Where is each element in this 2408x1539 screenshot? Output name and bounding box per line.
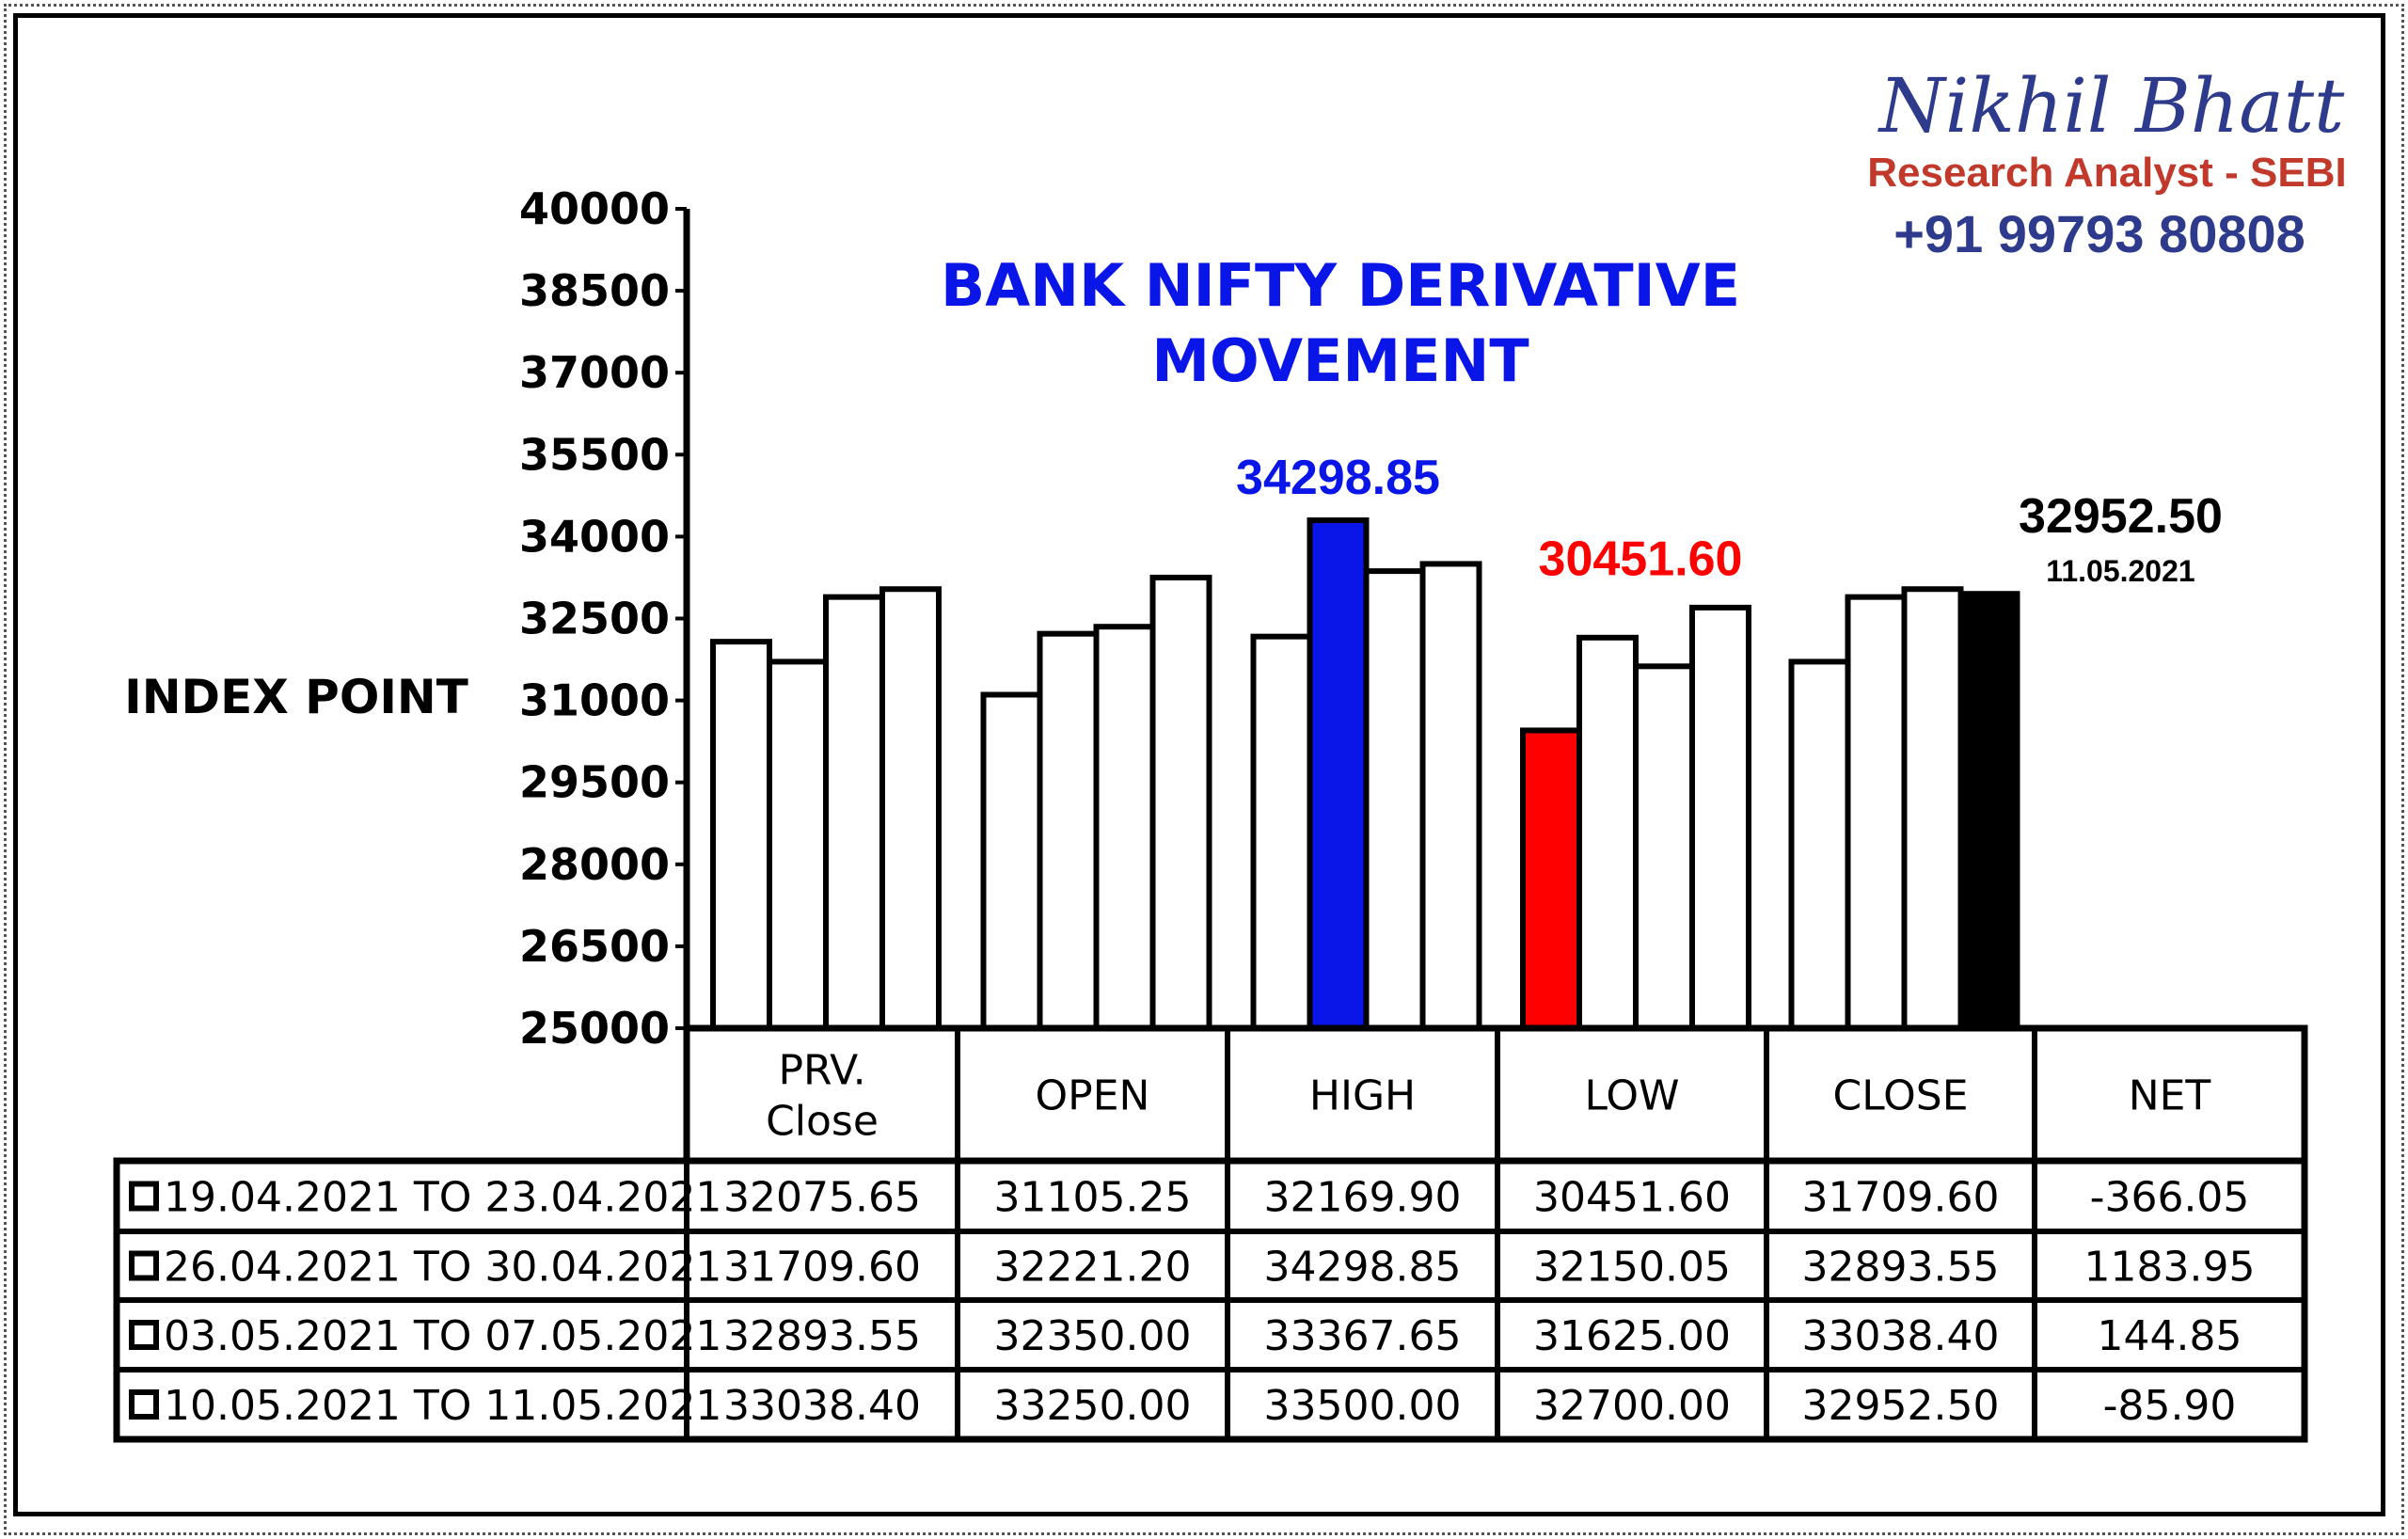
bar — [1419, 561, 1482, 1032]
table-cell: 32169.90 — [1264, 1174, 1462, 1222]
table-header-cell: PRV. — [778, 1047, 865, 1095]
y-axis-label: INDEX POINT — [124, 670, 468, 724]
table-cell: 1183.95 — [2084, 1244, 2256, 1292]
brand-name: Nikhil Bhatt — [1877, 62, 2345, 150]
bar — [1250, 633, 1313, 1031]
data-sublabel: 11.05.2021 — [2046, 554, 2194, 588]
table-cell: 32952.50 — [1802, 1382, 2000, 1430]
brand-phone: +91 99793 80808 — [1893, 204, 2305, 263]
table-row-label: 03.05.2021 TO 07.05.2021 — [164, 1312, 721, 1360]
data-label: 34298.85 — [1236, 451, 1440, 505]
axes — [675, 207, 690, 1030]
y-axis-ticks: 25000 26500 28000 29500 31000 32500 34000 35500… — [519, 183, 670, 1054]
bar — [879, 586, 942, 1031]
table-cell: 32893.55 — [723, 1312, 921, 1360]
y-tick-label: 35500 — [519, 429, 670, 480]
brand-block: Nikhil Bhatt Research Analyst - SEBI +91… — [1867, 62, 2346, 263]
y-tick-label: 29500 — [519, 757, 670, 808]
legend-marker — [129, 1389, 159, 1420]
table-cell: 34298.85 — [1264, 1244, 1462, 1292]
table-header-cell: CLOSE — [1832, 1072, 1968, 1120]
bars — [710, 517, 2020, 1032]
data-label: 32952.50 — [2019, 489, 2223, 544]
chart-title: BANK NIFTY DERIVATIVE MOVEMENT — [941, 251, 1740, 395]
bar — [980, 691, 1043, 1031]
table-header-cell: HIGH — [1309, 1072, 1416, 1120]
table-cell: 32350.00 — [994, 1312, 1192, 1360]
table-row-label: 26.04.2021 TO 30.04.2021 — [164, 1244, 721, 1292]
table-cell: 33500.00 — [1264, 1382, 1462, 1430]
table-cell: -85.90 — [2103, 1382, 2237, 1430]
table-cell: 32150.05 — [1533, 1244, 1731, 1292]
table-header-cell: NET — [2129, 1072, 2211, 1120]
legend-marker — [129, 1250, 159, 1281]
table-cell: 33038.40 — [1802, 1312, 2000, 1360]
y-tick-label: 37000 — [519, 347, 670, 398]
bar — [1788, 658, 1851, 1031]
y-tick-label: 28000 — [519, 839, 670, 890]
table-cell: 31709.60 — [723, 1244, 921, 1292]
y-tick-label: 31000 — [519, 675, 670, 726]
y-tick-label: 26500 — [519, 921, 670, 972]
y-tick-label: 32500 — [519, 594, 670, 644]
y-tick-label: 40000 — [519, 183, 670, 234]
chart-title-line-1: BANK NIFTY DERIVATIVE — [941, 251, 1740, 320]
bar — [1037, 630, 1100, 1031]
data-annotations: 34298.85 30451.60 32952.50 11.05.2021 — [1236, 451, 2223, 588]
table-header-cell: Close — [766, 1098, 879, 1146]
bar — [1576, 634, 1639, 1031]
table-cell: 32893.55 — [1802, 1244, 2000, 1292]
bar — [1845, 594, 1908, 1032]
outer-dotted-border — [4, 4, 2404, 1535]
bar — [1093, 624, 1156, 1032]
table-cell: 33038.40 — [723, 1382, 921, 1430]
bar — [767, 658, 829, 1031]
table-cell: 31105.25 — [994, 1174, 1192, 1222]
table-cell: 32221.20 — [994, 1244, 1192, 1292]
table-cell: -366.05 — [2090, 1174, 2250, 1222]
bar — [1633, 663, 1695, 1032]
table-header-cell: LOW — [1584, 1072, 1679, 1120]
bar — [1689, 604, 1751, 1031]
bar — [1520, 727, 1582, 1032]
legend-marker — [129, 1181, 159, 1212]
chart-title-line-2: MOVEMENT — [1151, 326, 1529, 395]
bar — [710, 639, 772, 1031]
bar — [823, 594, 885, 1032]
y-tick-label: 38500 — [519, 265, 670, 316]
bar — [1901, 586, 1964, 1031]
bar — [1149, 574, 1212, 1031]
table-row-label: 19.04.2021 TO 23.04.2021 — [164, 1174, 721, 1222]
table-cell: 33250.00 — [994, 1382, 1192, 1430]
table-cell: 33367.65 — [1264, 1312, 1462, 1360]
table-cell: 32075.65 — [723, 1174, 921, 1222]
table-row-label: 10.05.2021 TO 11.05.2021 — [164, 1382, 721, 1430]
brand-role: Research Analyst - SEBI — [1867, 150, 2346, 196]
table-cell: 144.85 — [2098, 1312, 2242, 1360]
legend-marker — [129, 1320, 159, 1350]
bar — [1307, 517, 1370, 1031]
table-cell: 31709.60 — [1802, 1174, 2000, 1222]
bar — [1957, 591, 2020, 1032]
table-cell: 32700.00 — [1533, 1382, 1731, 1430]
y-tick-label: 25000 — [519, 1003, 670, 1054]
table-header-cell: OPEN — [1036, 1072, 1150, 1120]
bar — [1363, 568, 1426, 1031]
y-tick-label: 34000 — [519, 511, 670, 562]
data-label: 30451.60 — [1539, 532, 1743, 586]
table-cell: 30451.60 — [1533, 1174, 1731, 1222]
data-table: PRV.Close OPEN HIGH LOW CLOSE NET 19.04.2021 T… — [113, 1024, 2308, 1443]
table-cell: 31625.00 — [1533, 1312, 1731, 1360]
